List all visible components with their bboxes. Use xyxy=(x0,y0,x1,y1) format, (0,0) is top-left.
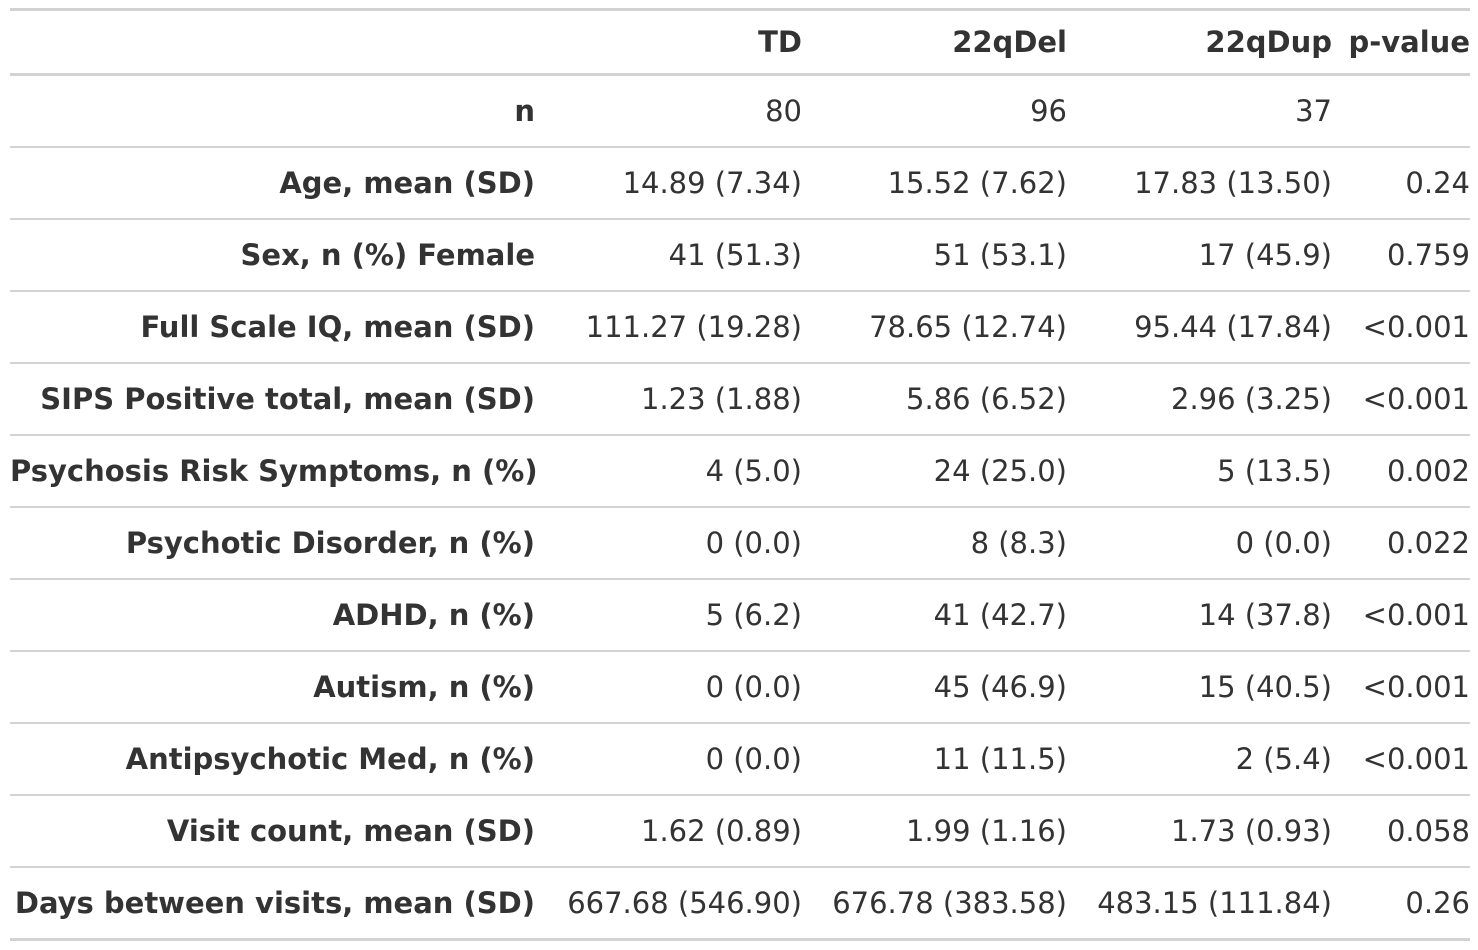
table-row: SIPS Positive total, mean (SD) 1.23 (1.8… xyxy=(10,363,1470,435)
row-label: Autism, n (%) xyxy=(313,670,535,704)
cell-22qdup: 2 (5.4) xyxy=(1235,742,1332,776)
cell-td: 80 xyxy=(765,94,802,128)
header-cell-22qdup: 22qDup xyxy=(1067,9,1332,76)
row-label: Psychotic Disorder, n (%) xyxy=(125,526,535,560)
table-row: n 80 96 37 xyxy=(10,75,1470,148)
table-row: Visit count, mean (SD) 1.62 (0.89) 1.99 … xyxy=(10,795,1470,867)
cell-td: 111.27 (19.28) xyxy=(585,310,802,344)
row-label: SIPS Positive total, mean (SD) xyxy=(40,382,535,416)
cell-p-value: <0.001 xyxy=(1362,742,1470,776)
cell-p-value: 0.058 xyxy=(1386,814,1470,848)
summary-table: TD 22qDel 22qDup p-value n 80 96 37 Age,… xyxy=(10,8,1470,941)
cell-td: 4 (5.0) xyxy=(705,454,802,488)
cell-td: 41 (51.3) xyxy=(668,238,802,272)
cell-td: 1.62 (0.89) xyxy=(641,814,802,848)
summary-table-container: TD 22qDel 22qDup p-value n 80 96 37 Age,… xyxy=(10,8,1470,941)
cell-22qdup: 5 (13.5) xyxy=(1217,454,1332,488)
cell-td: 14.89 (7.34) xyxy=(622,166,802,200)
cell-22qdup: 14 (37.8) xyxy=(1198,598,1332,632)
cell-22qdup: 15 (40.5) xyxy=(1198,670,1332,704)
row-label: Visit count, mean (SD) xyxy=(166,814,535,848)
cell-22qdel: 51 (53.1) xyxy=(933,238,1067,272)
table-row: Psychotic Disorder, n (%) 0 (0.0) 8 (8.3… xyxy=(10,507,1470,579)
cell-22qdup: 483.15 (111.84) xyxy=(1097,886,1332,920)
cell-p-value: <0.001 xyxy=(1362,670,1470,704)
row-label: Full Scale IQ, mean (SD) xyxy=(140,310,535,344)
header-cell-td: TD xyxy=(535,9,802,76)
cell-td: 1.23 (1.88) xyxy=(641,382,802,416)
table-row: Age, mean (SD) 14.89 (7.34) 15.52 (7.62)… xyxy=(10,147,1470,219)
cell-td: 0 (0.0) xyxy=(705,670,802,704)
row-label: ADHD, n (%) xyxy=(332,598,535,632)
cell-22qdup: 0 (0.0) xyxy=(1235,526,1332,560)
cell-22qdup: 1.73 (0.93) xyxy=(1171,814,1332,848)
header-row: TD 22qDel 22qDup p-value xyxy=(10,9,1470,76)
row-label: n xyxy=(514,94,535,128)
table-body: n 80 96 37 Age, mean (SD) 14.89 (7.34) 1… xyxy=(10,75,1470,940)
cell-p-value: 0.002 xyxy=(1386,454,1470,488)
row-label: Sex, n (%) Female xyxy=(240,238,535,272)
header-cell-p-value: p-value xyxy=(1332,9,1470,76)
cell-22qdel: 676.78 (383.58) xyxy=(832,886,1067,920)
cell-td: 5 (6.2) xyxy=(705,598,802,632)
cell-td: 0 (0.0) xyxy=(705,526,802,560)
cell-td: 0 (0.0) xyxy=(705,742,802,776)
cell-p-value: <0.001 xyxy=(1362,598,1470,632)
table-row: Antipsychotic Med, n (%) 0 (0.0) 11 (11.… xyxy=(10,723,1470,795)
table-header: TD 22qDel 22qDup p-value xyxy=(10,9,1470,76)
table-row: Sex, n (%) Female 41 (51.3) 51 (53.1) 17… xyxy=(10,219,1470,291)
cell-22qdel: 78.65 (12.74) xyxy=(869,310,1067,344)
cell-22qdel: 1.99 (1.16) xyxy=(906,814,1067,848)
cell-22qdup: 17 (45.9) xyxy=(1198,238,1332,272)
cell-22qdel: 24 (25.0) xyxy=(933,454,1067,488)
cell-td: 667.68 (546.90) xyxy=(567,886,802,920)
cell-p-value: 0.24 xyxy=(1405,166,1470,200)
cell-22qdup: 2.96 (3.25) xyxy=(1171,382,1332,416)
cell-p-value: 0.022 xyxy=(1386,526,1470,560)
cell-p-value: 0.759 xyxy=(1386,238,1470,272)
table-row: Days between visits, mean (SD) 667.68 (5… xyxy=(10,867,1470,940)
cell-22qdel: 41 (42.7) xyxy=(933,598,1067,632)
cell-22qdup: 17.83 (13.50) xyxy=(1134,166,1332,200)
cell-22qdel: 5.86 (6.52) xyxy=(906,382,1067,416)
cell-22qdel: 45 (46.9) xyxy=(933,670,1067,704)
table-row: Full Scale IQ, mean (SD) 111.27 (19.28) … xyxy=(10,291,1470,363)
row-label: Antipsychotic Med, n (%) xyxy=(125,742,535,776)
table-row: Psychosis Risk Symptoms, n (%) 4 (5.0) 2… xyxy=(10,435,1470,507)
cell-p-value: 0.26 xyxy=(1405,886,1470,920)
cell-22qdel: 8 (8.3) xyxy=(970,526,1067,560)
header-cell-label xyxy=(10,9,535,76)
cell-p-value: <0.001 xyxy=(1362,382,1470,416)
header-cell-22qdel: 22qDel xyxy=(802,9,1067,76)
row-label: Days between visits, mean (SD) xyxy=(14,886,535,920)
cell-p-value xyxy=(1332,75,1470,148)
cell-p-value: <0.001 xyxy=(1362,310,1470,344)
cell-22qdup: 95.44 (17.84) xyxy=(1134,310,1332,344)
cell-22qdel: 96 xyxy=(1030,94,1067,128)
cell-22qdel: 15.52 (7.62) xyxy=(887,166,1067,200)
row-label: Psychosis Risk Symptoms, n (%) xyxy=(10,454,538,488)
cell-22qdup: 37 xyxy=(1295,94,1332,128)
table-row: Autism, n (%) 0 (0.0) 45 (46.9) 15 (40.5… xyxy=(10,651,1470,723)
table-row: ADHD, n (%) 5 (6.2) 41 (42.7) 14 (37.8) … xyxy=(10,579,1470,651)
row-label: Age, mean (SD) xyxy=(279,166,535,200)
cell-22qdel: 11 (11.5) xyxy=(933,742,1067,776)
